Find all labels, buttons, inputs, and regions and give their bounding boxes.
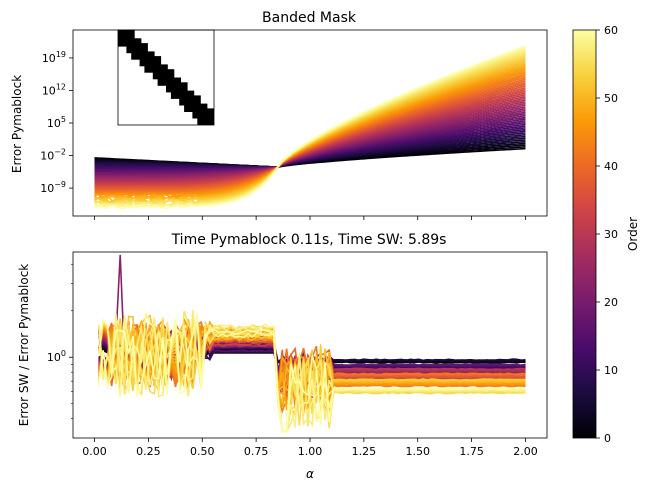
top-y-ticks: 10−9 10−2 105 1012 1019 xyxy=(40,50,73,195)
colorbar-tick-label: 60 xyxy=(604,24,618,37)
colorbar-tick-label: 10 xyxy=(604,364,618,377)
top-series-line xyxy=(94,45,526,210)
top-axes: Banded Mask 10−9 10−2 105 1012 1019 Error Py… xyxy=(10,10,548,220)
bottom-xtick-label: 0.00 xyxy=(82,445,107,458)
bottom-xlabel: α xyxy=(306,467,314,481)
colorbar: 0 10 20 30 40 50 60 Order xyxy=(572,24,640,445)
top-ytick-label: 10−2 xyxy=(40,148,66,163)
bottom-ylabel: Error SW / Error Pymablock xyxy=(17,264,31,427)
bottom-axes-frame xyxy=(72,251,548,439)
top-axes-frame xyxy=(72,29,548,217)
colorbar-tick-label: 0 xyxy=(604,432,611,445)
bottom-xtick-label: 1.00 xyxy=(298,445,323,458)
top-series-group xyxy=(94,45,526,210)
top-ytick-label: 105 xyxy=(47,115,66,130)
bottom-x-ticks: 0.00 0.25 0.50 0.75 1.00 1.25 1.50 1.75 2.00 xyxy=(82,438,538,458)
colorbar-tick-label: 30 xyxy=(604,228,618,241)
bottom-y-ticks: 100 xyxy=(47,263,73,420)
colorbar-tick-label: 40 xyxy=(604,160,618,173)
top-x-ticks xyxy=(94,216,526,220)
bottom-title: Time Pymablock 0.11s, Time SW: 5.89s xyxy=(171,232,447,248)
colorbar-gradient xyxy=(572,29,597,439)
bottom-axes: Time Pymablock 0.11s, Time SW: 5.89s 100… xyxy=(17,232,548,481)
bottom-xtick-label: 1.75 xyxy=(459,445,484,458)
bottom-ytick-label: 100 xyxy=(47,349,66,364)
bottom-xtick-label: 1.25 xyxy=(352,445,377,458)
bottom-series-group xyxy=(98,254,526,433)
top-ytick-label: 1012 xyxy=(42,82,66,97)
bottom-xtick-label: 1.50 xyxy=(405,445,430,458)
colorbar-tick-label: 50 xyxy=(604,92,618,105)
inset-mask-block xyxy=(197,108,214,125)
bottom-series-line xyxy=(98,313,526,433)
bottom-xtick-label: 2.00 xyxy=(513,445,538,458)
bottom-xtick-label: 0.75 xyxy=(244,445,269,458)
top-title: Banded Mask xyxy=(262,10,357,26)
bottom-xtick-label: 0.25 xyxy=(136,445,161,458)
top-ytick-label: 10−9 xyxy=(40,180,66,195)
top-ylabel: Error Pymablock xyxy=(10,75,24,173)
colorbar-ticks: 0 10 20 30 40 50 60 xyxy=(596,24,618,445)
colorbar-label: Order xyxy=(626,217,640,251)
top-ytick-label: 1019 xyxy=(42,50,66,65)
colorbar-tick-label: 20 xyxy=(604,296,618,309)
banded-mask-inset xyxy=(117,29,215,126)
bottom-xtick-label: 0.50 xyxy=(190,445,215,458)
